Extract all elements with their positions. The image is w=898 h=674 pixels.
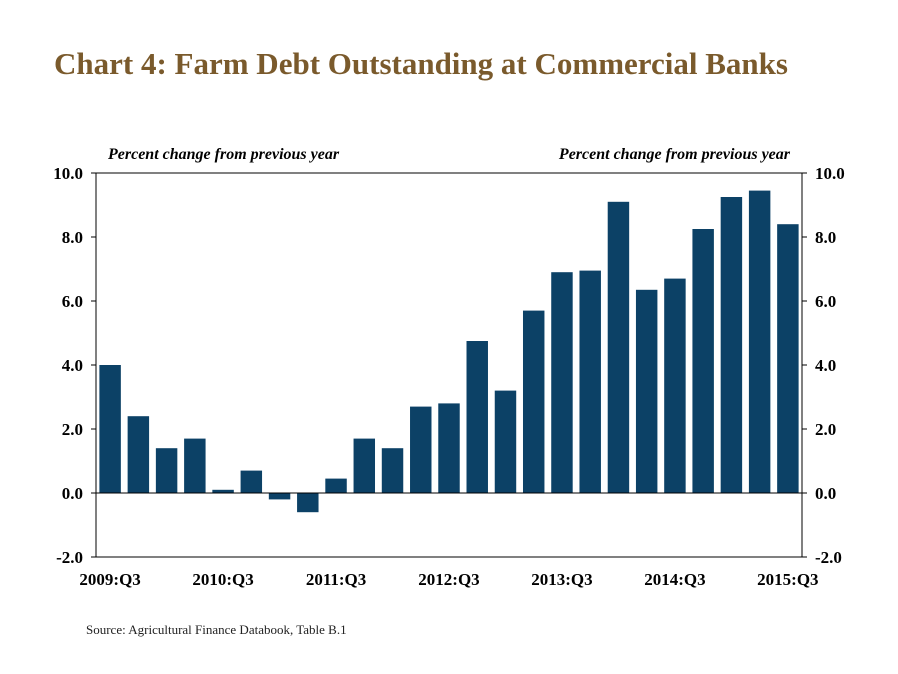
bar <box>438 403 460 493</box>
x-tick-label: 2014:Q3 <box>644 570 705 589</box>
bar <box>381 448 404 493</box>
bar <box>466 341 488 493</box>
right-tick-label: 0.0 <box>815 484 836 503</box>
bar <box>99 365 121 493</box>
bar <box>127 416 150 493</box>
left-tick-label: 4.0 <box>62 356 83 375</box>
right-tick-label: -2.0 <box>815 548 842 567</box>
x-tick-label: 2012:Q3 <box>418 570 479 589</box>
right-tick-label: 2.0 <box>815 420 836 439</box>
x-tick-label: 2015:Q3 <box>757 570 818 589</box>
bar <box>777 224 799 493</box>
source-note: Source: Agricultural Finance Databook, T… <box>86 622 347 637</box>
left-y-ticks: 10.0 8.0 6.0 4.0 2.0 0.0 -2.0 <box>53 164 96 567</box>
right-tick-label: 6.0 <box>815 292 836 311</box>
left-tick-label: -2.0 <box>56 548 83 567</box>
x-tick-label: 2009:Q3 <box>79 570 140 589</box>
x-tick-label: 2010:Q3 <box>192 570 253 589</box>
left-tick-label: 10.0 <box>53 164 83 183</box>
bar <box>353 438 376 493</box>
bar <box>551 272 573 493</box>
bar <box>692 229 714 493</box>
bar <box>240 470 263 493</box>
right-tick-label: 4.0 <box>815 356 836 375</box>
left-axis-label: Percent change from previous year <box>107 146 340 163</box>
left-tick-label: 8.0 <box>62 228 83 247</box>
x-ticks: 2009:Q3 2010:Q3 2011:Q3 2012:Q3 2013:Q3 2014:… <box>79 570 818 589</box>
bar <box>579 270 601 493</box>
bar <box>748 190 771 493</box>
chart-title: Chart 4: Farm Debt Outstanding at Commer… <box>54 46 788 81</box>
bar <box>184 438 206 493</box>
bar <box>607 201 630 494</box>
bar <box>635 289 658 493</box>
bar <box>410 406 432 493</box>
bar <box>325 478 347 493</box>
right-axis-label: Percent change from previous year <box>558 146 791 163</box>
bar <box>720 197 743 493</box>
bar <box>297 493 319 513</box>
right-tick-label: 8.0 <box>815 228 836 247</box>
bar <box>268 493 291 500</box>
bar <box>155 448 178 493</box>
bars <box>99 190 799 513</box>
left-tick-label: 0.0 <box>62 484 83 503</box>
bar <box>664 278 686 493</box>
left-tick-label: 6.0 <box>62 292 83 311</box>
right-y-ticks: 10.0 8.0 6.0 4.0 2.0 0.0 -2.0 <box>802 164 845 567</box>
bar <box>212 489 234 493</box>
x-tick-label: 2013:Q3 <box>531 570 592 589</box>
right-tick-label: 10.0 <box>815 164 845 183</box>
x-tick-label: 2011:Q3 <box>306 570 366 589</box>
bar <box>522 310 545 493</box>
left-tick-label: 2.0 <box>62 420 83 439</box>
bar <box>494 390 517 493</box>
